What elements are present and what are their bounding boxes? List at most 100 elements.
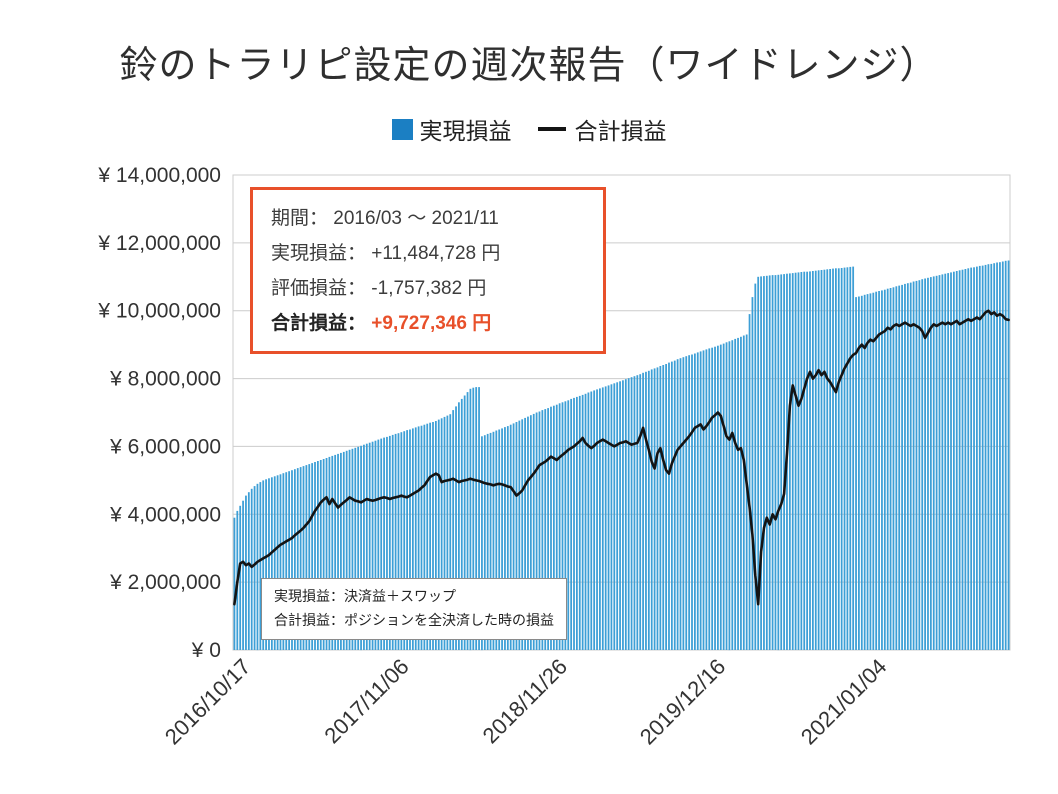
realized-bar: [486, 433, 489, 650]
realized-bar: [817, 270, 820, 650]
note-line-1: 実現損益：決済益＋スワップ: [274, 588, 456, 604]
realized-bar: [532, 413, 535, 650]
realized-bar: [711, 347, 714, 650]
realized-bar: [993, 263, 996, 650]
y-tick-label: ¥ 4,000,000: [109, 503, 221, 526]
realized-bar: [331, 455, 334, 650]
realized-bar: [921, 279, 924, 650]
realized-bar: [360, 445, 362, 651]
realized-bar: [906, 283, 909, 650]
realized-bar: [947, 273, 950, 650]
realized-bar: [803, 271, 806, 650]
valuation-row: 評価損益： -1,757,382 円: [271, 271, 585, 306]
realized-bar: [673, 360, 676, 650]
realized-bar: [636, 375, 639, 650]
realized-bar: [552, 405, 555, 650]
realized-bar: [426, 423, 429, 650]
realized-bar: [809, 271, 811, 650]
realized-bar: [855, 297, 857, 650]
realized-bar: [325, 458, 328, 650]
realized-bar: [964, 269, 967, 650]
realized-bar: [676, 359, 679, 650]
realized-bar: [987, 264, 990, 650]
realized-bar: [527, 416, 529, 650]
realized-bar: [495, 430, 498, 650]
realized-bar: [432, 422, 434, 650]
realized-bar: [731, 340, 734, 650]
realized-bar: [909, 282, 912, 650]
period-label: 期間：: [271, 208, 329, 229]
realized-bar: [573, 397, 575, 650]
realized-bar: [423, 424, 426, 650]
realized-bar: [340, 452, 342, 650]
realized-bar: [705, 349, 708, 650]
realized-bar: [409, 429, 411, 650]
realized-bar: [976, 266, 978, 650]
realized-bar: [840, 268, 843, 650]
realized-bar: [455, 406, 457, 650]
realized-bar: [478, 387, 480, 650]
realized-bar: [475, 387, 478, 650]
valuation-label: 評価損益：: [271, 278, 367, 300]
realized-bar: [288, 471, 290, 650]
realized-bar: [748, 314, 751, 650]
realized-bar: [483, 435, 486, 650]
realized-bar: [647, 370, 650, 650]
realized-bar: [990, 263, 993, 650]
realized-bar: [368, 442, 371, 650]
realized-bar: [961, 269, 964, 650]
realized-bar: [555, 404, 558, 650]
x-tick-label: 2018/11/26: [478, 654, 572, 748]
y-tick-label: ¥ 8,000,000: [109, 368, 221, 391]
y-tick-label: ¥ 2,000,000: [109, 571, 221, 594]
realized-bar: [601, 387, 604, 650]
realized-bar: [717, 345, 719, 650]
realized-label: 実現損益：: [271, 243, 367, 265]
realized-bar: [328, 456, 331, 650]
total-legend-line-icon: [537, 127, 566, 131]
realized-bar: [639, 374, 642, 650]
realized-bar: [685, 356, 688, 650]
realized-bar: [437, 419, 440, 650]
realized-bar: [599, 388, 601, 650]
realized-bar: [791, 273, 794, 650]
realized-bar: [512, 423, 515, 650]
realized-bar: [832, 268, 834, 650]
realized-bar: [314, 462, 316, 650]
realized-bar: [970, 267, 973, 650]
realized-bar: [509, 424, 512, 650]
realized-bar: [296, 468, 299, 650]
realized-bar: [578, 395, 581, 650]
realized-row: 実現損益： +11,484,728 円: [271, 236, 585, 271]
realized-bar: [564, 401, 567, 650]
realized-bar: [388, 435, 391, 650]
realized-bar: [587, 392, 590, 650]
realized-bar: [446, 415, 449, 650]
realized-bar: [541, 410, 544, 650]
realized-bar: [593, 390, 596, 650]
realized-bar: [308, 464, 311, 650]
realized-bar: [935, 275, 938, 650]
realized-bar: [481, 436, 483, 651]
realized-bar: [892, 287, 895, 650]
definition-note-box: 実現損益：決済益＋スワップ 合計損益：ポジションを全決済した時の損益: [261, 578, 567, 640]
realized-bar: [811, 271, 814, 650]
realized-bar: [757, 276, 760, 650]
chart-legend: 実現損益 合計損益: [0, 112, 1058, 146]
realized-bar: [924, 278, 926, 650]
realized-bar: [806, 271, 808, 650]
realized-bar: [918, 280, 921, 650]
realized-bar: [958, 270, 961, 650]
realized-legend-swatch-icon: [391, 118, 413, 140]
realized-bar: [774, 275, 777, 650]
realized-bar: [978, 265, 981, 650]
plot-border: [232, 174, 1011, 651]
realized-bar: [440, 418, 443, 650]
realized-bar: [374, 440, 377, 650]
realized-bar: [371, 441, 374, 650]
realized-bar: [754, 283, 757, 650]
realized-bar: [305, 465, 308, 650]
realized-bar: [354, 447, 357, 650]
realized-bar: [466, 392, 469, 650]
realized-bar: [849, 266, 852, 650]
